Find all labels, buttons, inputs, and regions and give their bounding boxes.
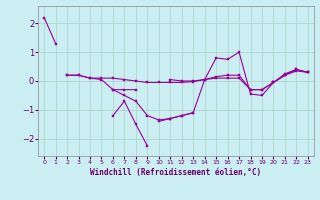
X-axis label: Windchill (Refroidissement éolien,°C): Windchill (Refroidissement éolien,°C) [91,168,261,177]
